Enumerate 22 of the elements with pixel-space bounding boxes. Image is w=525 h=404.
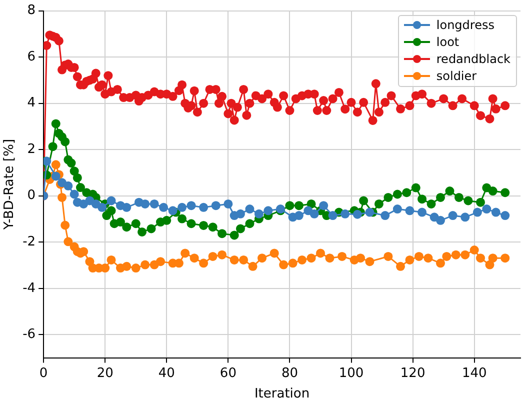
x-tick-label: 0 — [39, 366, 48, 381]
y-tick-label: -4 — [22, 280, 36, 296]
legend-label: soldier — [436, 68, 477, 84]
legend-label: longdress — [436, 17, 494, 34]
y-tick-label: 4 — [27, 96, 36, 111]
legend-label: redandblack — [436, 51, 510, 68]
legend-label: loot — [436, 34, 460, 50]
y-tick-label: 0 — [27, 188, 36, 204]
x-tick-label: 100 — [338, 366, 364, 381]
y-tick-label: 8 — [27, 3, 36, 18]
x-tick-label: 60 — [220, 366, 236, 381]
y-tick-label: 2 — [27, 142, 36, 157]
y-tick-label: 6 — [27, 49, 36, 64]
x-tick-label: 140 — [462, 366, 487, 381]
x-tick-label: 20 — [96, 366, 114, 381]
x-axis-title: Iteration — [254, 386, 310, 402]
y-tick-label: -6 — [22, 327, 36, 342]
y-tick-label: -2 — [22, 234, 36, 250]
y-axis-title: Y-BD-Rate [%] — [2, 138, 18, 231]
x-tick-label: 40 — [158, 366, 175, 381]
x-tick-label: 120 — [400, 366, 426, 381]
x-tick-label: 80 — [281, 366, 298, 381]
